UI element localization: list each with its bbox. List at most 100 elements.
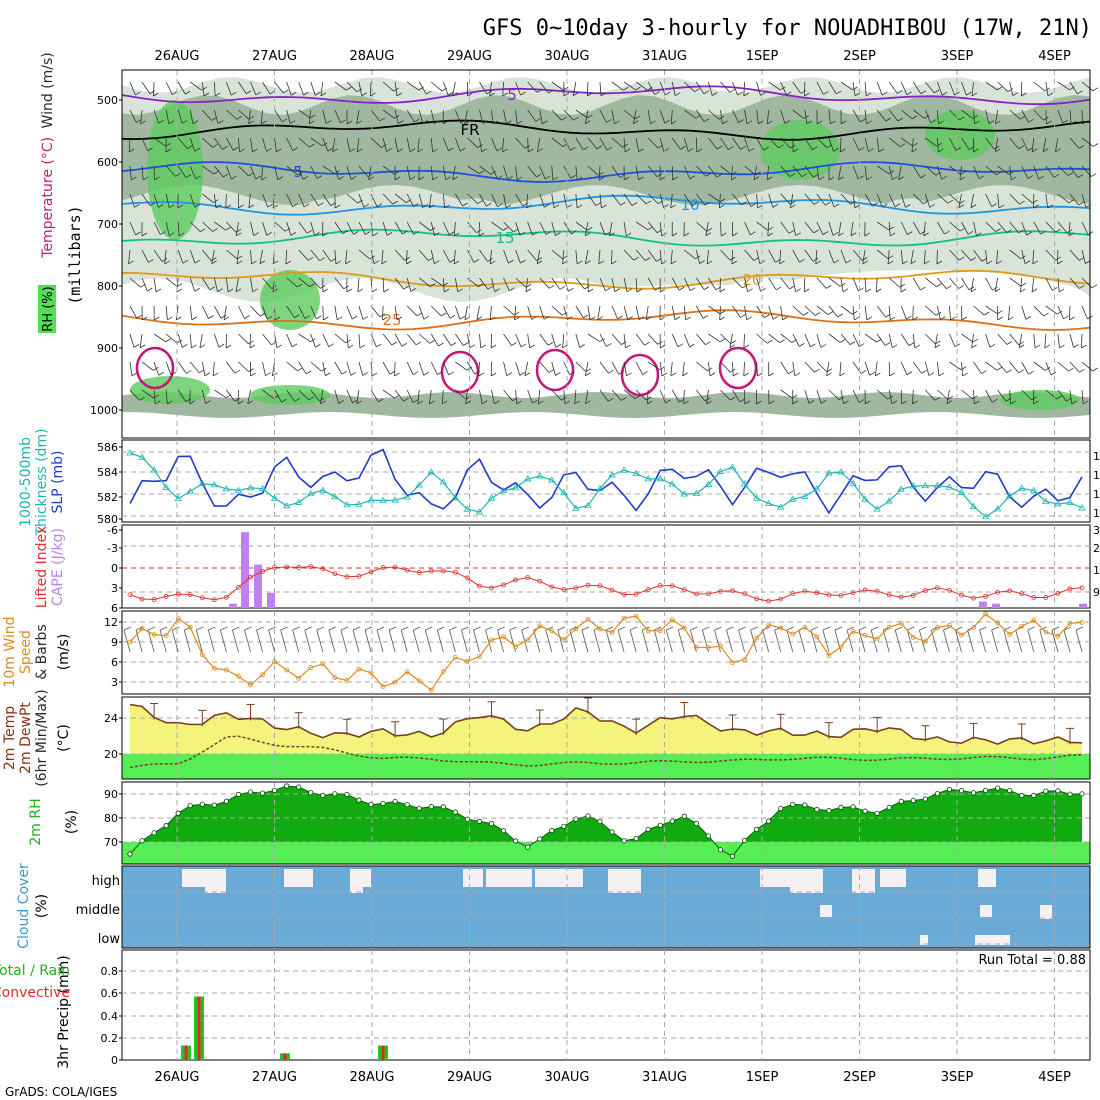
wind10-marker [959,632,964,638]
wind-barb [1081,389,1084,404]
wind-barb-flag [389,370,396,375]
rh2m-tick-label: 90 [104,788,118,801]
wind-barb-flag [383,288,390,293]
wind-barb [970,277,974,292]
wind-barb [1009,165,1012,180]
wind10-barb [750,629,758,653]
wind-barb-flag [608,369,614,374]
wind-barb-flag [1092,367,1098,372]
wind10-barb [159,629,167,653]
wind10-barb [593,629,601,653]
wind-barb [864,305,868,320]
wind-barb-flag [584,285,590,290]
wind-barb-flag [800,90,807,94]
wind-barb-flag [683,232,690,237]
wind-barb [756,249,761,264]
wind10-barb-flag [364,626,373,631]
wind10-barb [605,629,613,653]
wind-barb-flag [253,232,259,236]
wind-barb [900,221,908,235]
wind-barb [286,361,298,372]
cloud-high-block [463,869,483,887]
wind-barb-flag [305,370,312,375]
wind-barb [515,333,522,348]
wind-barb [876,221,889,231]
wind-barb-flag [828,176,835,181]
wind-barb-flag [1062,119,1068,124]
wind-barb [670,249,673,264]
wind-barb-flag [826,285,832,289]
wind-barb [406,81,419,91]
wind-barb-flag [820,344,827,348]
wind-barb [645,305,649,320]
wind-barb-flag [285,260,292,265]
wind-barb [262,221,268,236]
rh-high-area [147,100,203,240]
wind-barb-flag [325,120,332,124]
wind-barb [696,277,705,290]
wind-barb-flag [448,231,455,236]
wind-barb [515,109,518,124]
wind-barb-flag [562,311,568,316]
cloud-label: Cloud Cover [16,863,32,949]
wind-barb [502,137,504,152]
wind-barb [961,389,973,400]
wind-barb [250,165,257,180]
wind10-marker [272,659,278,664]
wind-barb [997,361,1008,373]
wind-barb [1055,137,1059,152]
wind-barb-flag [314,232,320,236]
wind10-barb [304,629,312,653]
rh2m-marker [597,818,603,825]
li-marker [440,568,446,574]
top-date-label: 30AUG [544,49,589,64]
li-marker [1067,586,1073,592]
wind-barb-flag [814,368,820,373]
precip-tick-label: 0 [111,1054,118,1067]
wind-barb-flag [972,395,978,400]
wind-barb [1069,165,1079,178]
wind-barb [647,333,658,345]
li-marker [778,596,784,602]
wind-barb-flag [631,202,638,206]
wind-barb-flag [892,344,898,349]
wind-barb [491,221,503,231]
wind-barb-flag [912,316,919,321]
wind-barb [1045,277,1053,291]
wind-barb [368,165,372,180]
wind-barb [539,193,545,208]
wind-barb [996,249,999,264]
wind-barb [467,221,477,233]
wind-barb-flag [596,145,603,150]
rh2m-marker [910,797,916,804]
wind10-barb [292,629,300,653]
wind-barb-flag [459,315,465,320]
wind-barb [537,389,541,404]
wind-barb [838,221,842,236]
wind-barb [551,333,557,348]
wind-barb [551,221,556,236]
wind-barb-flag [959,227,966,232]
wind-barb [744,305,748,320]
li-marker [356,573,362,579]
wind-barb [720,249,731,261]
wind-barb [128,137,131,152]
wind10-marker [910,634,916,640]
wind-barb-flag [1068,232,1075,237]
wind-barb [659,361,663,376]
wind-barb-flag [172,91,178,95]
wind-barb [1008,305,1011,320]
wind-barb [599,361,609,374]
wind-barb [1009,389,1011,404]
wind-barb-flag [195,175,201,180]
wind-barb [356,109,360,124]
thickness-marker [499,486,508,494]
wind-barb-flag [320,400,326,405]
wind-barb-flag [319,257,325,262]
wind-barb-flag [332,148,338,153]
wind-barb-flag [934,344,941,349]
wind-barb-flag [826,372,832,377]
wind10-barb-flag [292,626,300,631]
wind-barb [659,221,663,236]
